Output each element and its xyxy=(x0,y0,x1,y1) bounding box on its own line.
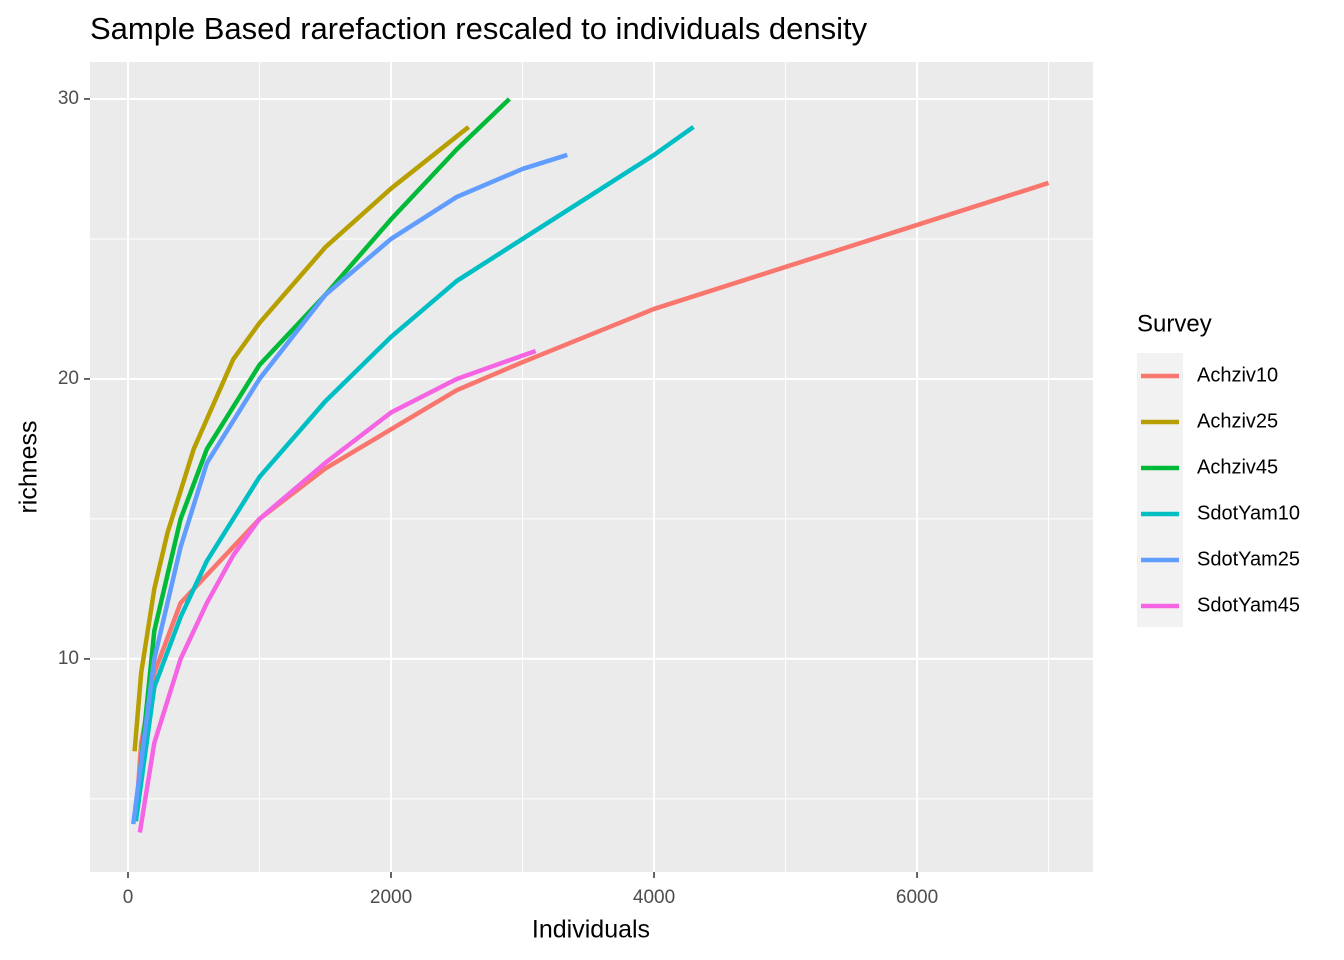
legend-label: SdotYam45 xyxy=(1197,594,1300,616)
y-tick-label: 30 xyxy=(58,88,79,109)
chart-title: Sample Based rarefaction rescaled to ind… xyxy=(90,11,868,46)
legend-label: SdotYam10 xyxy=(1197,502,1300,524)
legend-label: Achziv10 xyxy=(1197,364,1278,386)
series-line xyxy=(131,152,568,825)
plot-panel xyxy=(90,62,1093,872)
series-line xyxy=(137,348,537,833)
x-axis-label: Individuals xyxy=(532,916,650,944)
legend-label: SdotYam25 xyxy=(1197,548,1300,570)
y-tick-label: 20 xyxy=(58,368,79,389)
legend-key-background xyxy=(1137,353,1183,627)
series-line xyxy=(132,125,471,752)
y-tick-label: 10 xyxy=(58,648,79,669)
legend-label: Achziv45 xyxy=(1197,456,1278,478)
legend-title: Survey xyxy=(1137,310,1212,337)
legend-label: Achziv25 xyxy=(1197,410,1278,432)
series-line xyxy=(133,180,1050,819)
series-line xyxy=(133,125,695,822)
y-axis-label: richness xyxy=(15,420,43,513)
x-tick-label: 0 xyxy=(123,887,134,908)
series-line xyxy=(133,97,511,814)
x-tick-label: 6000 xyxy=(896,887,938,908)
x-tick-label: 4000 xyxy=(633,887,675,908)
x-tick-label: 2000 xyxy=(370,887,412,908)
